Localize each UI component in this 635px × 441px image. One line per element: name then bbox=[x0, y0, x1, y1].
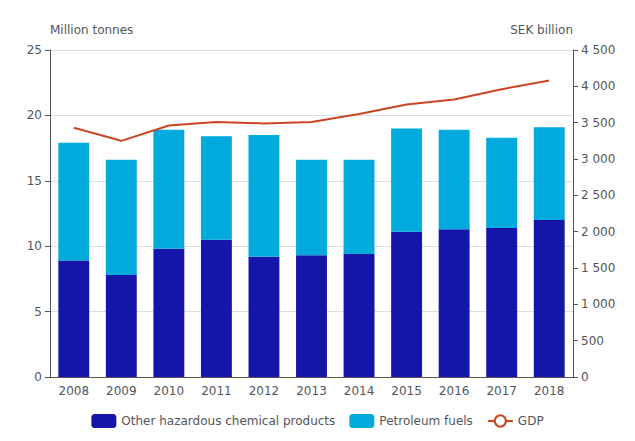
svg-text:4 500: 4 500 bbox=[581, 43, 615, 57]
svg-text:Petroleum fuels: Petroleum fuels bbox=[379, 414, 473, 428]
svg-text:2010: 2010 bbox=[154, 384, 185, 398]
svg-text:Million tonnes: Million tonnes bbox=[50, 23, 133, 37]
svg-text:2008: 2008 bbox=[58, 384, 89, 398]
svg-text:1 500: 1 500 bbox=[581, 261, 615, 275]
svg-text:3 500: 3 500 bbox=[581, 116, 615, 130]
svg-text:5: 5 bbox=[34, 305, 42, 319]
svg-text:2014: 2014 bbox=[344, 384, 375, 398]
svg-text:3 000: 3 000 bbox=[581, 152, 615, 166]
svg-text:2015: 2015 bbox=[391, 384, 422, 398]
svg-text:4 000: 4 000 bbox=[581, 79, 615, 93]
svg-text:0: 0 bbox=[581, 370, 589, 384]
svg-text:2 500: 2 500 bbox=[581, 188, 615, 202]
svg-text:GDP: GDP bbox=[518, 414, 544, 428]
svg-text:10: 10 bbox=[27, 239, 42, 253]
svg-text:2016: 2016 bbox=[439, 384, 470, 398]
svg-text:2009: 2009 bbox=[106, 384, 137, 398]
svg-text:2011: 2011 bbox=[201, 384, 232, 398]
svg-text:25: 25 bbox=[27, 43, 42, 57]
svg-text:2018: 2018 bbox=[534, 384, 565, 398]
svg-text:2 000: 2 000 bbox=[581, 225, 615, 239]
svg-text:2017: 2017 bbox=[486, 384, 517, 398]
svg-text:0: 0 bbox=[34, 370, 42, 384]
svg-text:2013: 2013 bbox=[296, 384, 327, 398]
svg-text:15: 15 bbox=[27, 174, 42, 188]
svg-text:20: 20 bbox=[27, 108, 42, 122]
svg-text:1 000: 1 000 bbox=[581, 297, 615, 311]
svg-text:2012: 2012 bbox=[249, 384, 280, 398]
svg-text:500: 500 bbox=[581, 334, 604, 348]
svg-text:SEK billion: SEK billion bbox=[510, 23, 573, 37]
svg-text:Other hazardous chemical produ: Other hazardous chemical products bbox=[121, 414, 335, 428]
